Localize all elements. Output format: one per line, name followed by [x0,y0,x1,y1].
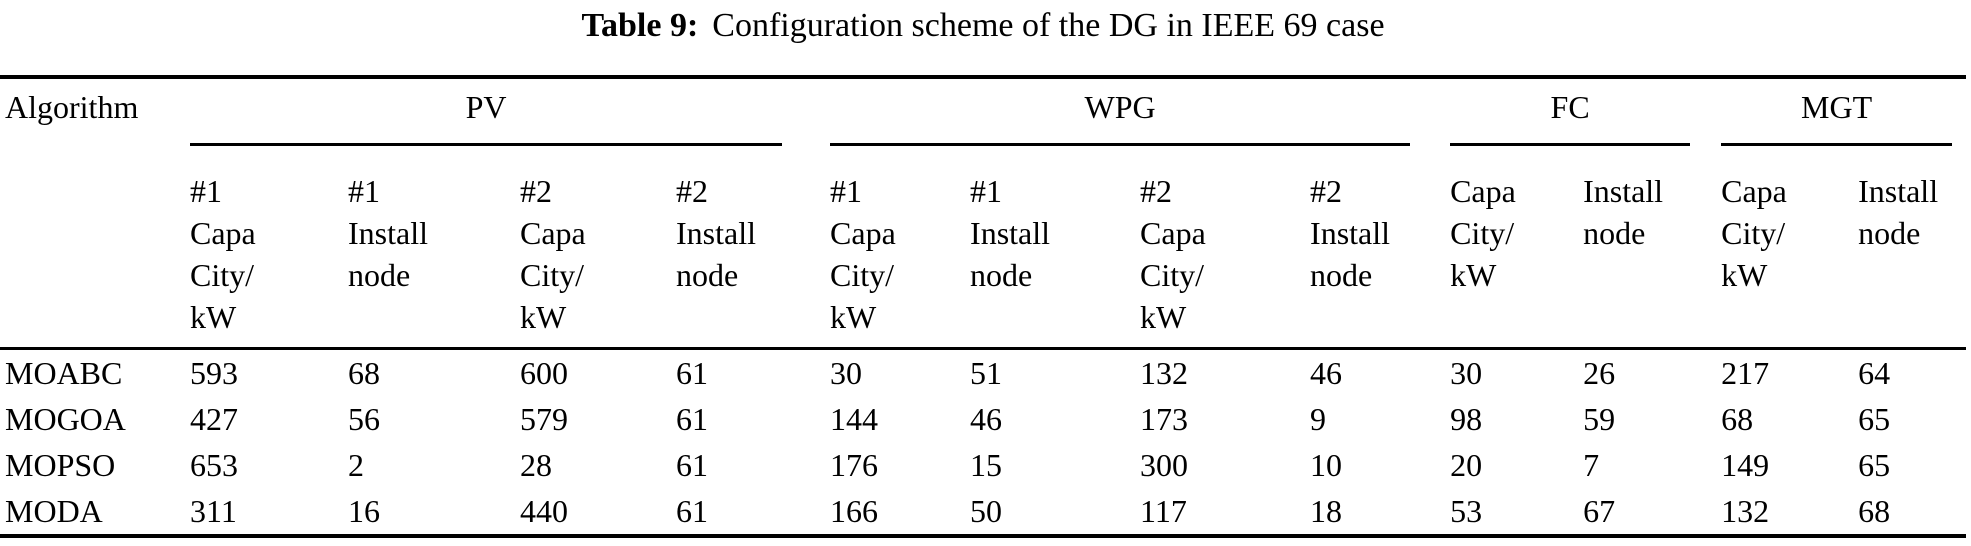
group-header-fc: FC [1445,77,1716,146]
data-cell: 593 [190,355,238,391]
data-cell: 65 [1858,447,1891,483]
data-cell: 51 [970,355,1003,391]
data-cell: 56 [348,401,380,437]
data-cell: 68 [348,355,380,391]
data-cell: 28 [520,447,552,483]
row-header: MODA [0,488,185,538]
col-header-fc-node: Install node [1578,146,1717,350]
data-cell: 61 [676,447,708,483]
data-cell: 9 [1310,401,1327,437]
col-header-mgt-node: Install node [1853,146,1967,350]
table-row-moda: MODA 311 16 440 61 166 50 117 18 53 67 1… [0,488,1967,538]
data-cell: 2 [348,447,364,483]
row-header: MOABC [5,355,123,391]
col-header-mgt-capacity: Capa City/ kW [1716,146,1854,350]
group-header-row: Algorithm PV WPG FC MGT [0,77,1966,350]
dg-configuration-table: Algorithm PV WPG FC MGT #1 Capa City/ kW… [0,75,1967,538]
data-cell: 50 [965,488,1136,538]
data-cell: 68 [1721,401,1754,437]
data-cell: 68 [1853,488,1967,538]
data-cell: 176 [830,447,879,483]
group-header-wpg: WPG [825,77,1445,146]
column-header-algorithm: Algorithm [0,77,185,350]
data-cell: 61 [671,488,826,538]
data-cell: 300 [1140,447,1189,483]
group-header-mgt: MGT [1716,77,1966,146]
data-cell: 173 [1140,401,1189,437]
data-cell: 132 [1140,355,1189,391]
data-cell: 144 [830,401,879,437]
data-cell: 53 [1445,488,1579,538]
data-cell: 67 [1578,488,1717,538]
data-cell: 579 [520,401,568,437]
data-cell: 166 [825,488,966,538]
data-cell: 132 [1716,488,1854,538]
col-header-pv1-node: #1 Install node [343,146,515,350]
data-cell: 61 [676,355,708,391]
col-header-pv1-capacity: #1 Capa City/ kW [185,146,343,350]
data-cell: 46 [970,401,1003,437]
data-cell: 427 [190,401,238,437]
data-cell: 98 [1450,401,1483,437]
col-header-wpg2-node: #2 Install node [1305,146,1446,350]
group-rule-wpg: WPG [830,87,1411,146]
row-header: MOPSO [5,447,116,483]
group-rule-pv: PV [190,87,783,146]
data-cell: 15 [970,447,1003,483]
col-header-wpg1-capacity: #1 Capa City/ kW [825,146,966,350]
data-cell: 30 [830,355,863,391]
table-row-mogoa: MOGOA 427 56 579 61 144 46 173 9 98 59 6… [0,396,1966,442]
data-cell: 117 [1135,488,1306,538]
data-cell: 311 [185,488,343,538]
col-header-wpg1-node: #1 Install node [965,146,1136,350]
table-caption-label: Table 9: [581,7,699,44]
data-cell: 7 [1583,447,1600,483]
data-cell: 30 [1450,355,1483,391]
col-header-wpg2-capacity: #2 Capa City/ kW [1135,146,1306,350]
group-rule-mgt: MGT [1721,87,1953,146]
row-header: MOGOA [5,401,126,437]
data-cell: 20 [1450,447,1483,483]
data-cell: 18 [1305,488,1446,538]
col-header-pv2-node: #2 Install node [671,146,826,350]
data-cell: 59 [1583,401,1616,437]
group-label-pv: PV [465,89,507,125]
data-cell: 46 [1310,355,1343,391]
data-cell: 600 [520,355,568,391]
data-cell: 64 [1858,355,1891,391]
group-rule-fc: FC [1450,87,1691,146]
group-label-fc: FC [1550,89,1590,125]
col-header-fc-capacity: Capa City/ kW [1445,146,1579,350]
group-header-pv: PV [185,77,825,146]
data-cell: 10 [1310,447,1343,483]
data-cell: 61 [676,401,708,437]
data-cell: 26 [1583,355,1616,391]
data-cell: 217 [1721,355,1770,391]
data-cell: 653 [190,447,238,483]
data-cell: 65 [1858,401,1891,437]
table-row-mopso: MOPSO 653 2 28 61 176 15 300 10 20 7 149… [0,442,1966,488]
group-label-mgt: MGT [1801,89,1873,125]
group-label-wpg: WPG [1084,89,1156,125]
data-cell: 16 [343,488,515,538]
table-caption: Table 9: Configuration scheme of the DG i… [0,0,1966,75]
data-cell: 149 [1721,447,1770,483]
table-caption-text: Configuration scheme of the DG in IEEE 6… [712,7,1385,44]
col-header-pv2-capacity: #2 Capa City/ kW [515,146,671,350]
table-row-moabc: MOABC 593 68 600 61 30 51 132 46 30 26 2… [0,349,1966,397]
column-header-row: #1 Capa City/ kW #1 Install node #2 Capa… [0,146,1967,350]
data-cell: 440 [515,488,671,538]
